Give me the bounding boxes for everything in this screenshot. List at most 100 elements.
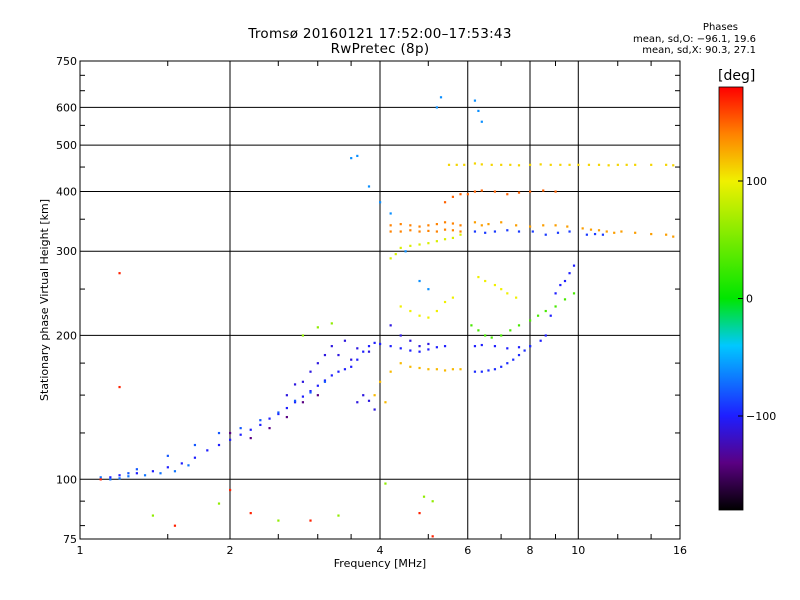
data-point	[500, 334, 503, 337]
data-point	[473, 190, 477, 193]
data-point	[427, 368, 430, 371]
data-point	[399, 230, 402, 233]
data-point	[459, 193, 462, 196]
data-point	[529, 345, 532, 348]
data-point	[435, 106, 438, 109]
data-point	[239, 427, 242, 430]
data-point	[409, 229, 412, 232]
colorbar-tick-label: 0	[746, 293, 753, 306]
data-point	[451, 236, 455, 240]
data-point	[127, 475, 130, 478]
data-point	[127, 472, 130, 475]
data-point	[484, 334, 487, 337]
data-point	[466, 193, 469, 196]
data-point	[418, 366, 421, 370]
data-point	[500, 365, 503, 368]
data-point	[118, 477, 121, 480]
x-tick-label: 4	[377, 544, 384, 557]
data-point	[506, 347, 509, 350]
data-point	[399, 347, 402, 350]
data-point	[577, 163, 580, 166]
data-point	[556, 231, 560, 234]
data-point	[389, 230, 392, 233]
y-axis-label: Stationary phase Virtual Height [km]	[38, 199, 51, 401]
data-point	[443, 300, 447, 304]
data-point	[389, 345, 392, 348]
data-point	[473, 370, 477, 373]
data-point	[323, 380, 327, 383]
y-tick-label: 400	[56, 185, 77, 198]
data-point	[665, 163, 668, 166]
data-point	[484, 231, 487, 234]
data-point	[362, 350, 365, 353]
y-tick-label: 75	[63, 533, 77, 546]
data-point	[337, 370, 340, 373]
data-point	[166, 454, 169, 457]
data-point	[259, 419, 262, 422]
data-point	[625, 163, 628, 166]
data-point	[563, 279, 567, 283]
y-tick-label: 500	[56, 139, 77, 152]
data-point	[506, 292, 509, 295]
data-point	[316, 326, 319, 329]
data-point	[559, 283, 562, 287]
data-point	[589, 228, 593, 231]
data-point	[389, 224, 392, 227]
data-point	[367, 185, 371, 188]
data-point	[316, 384, 319, 387]
data-point	[151, 470, 155, 473]
data-point	[480, 370, 483, 373]
data-point	[512, 358, 515, 361]
data-point	[173, 470, 177, 473]
plot-frame	[79, 60, 681, 540]
data-point	[480, 343, 483, 347]
data-point	[356, 401, 359, 404]
y-tick-label: 600	[56, 101, 77, 114]
data-point	[330, 345, 333, 348]
data-point	[337, 514, 340, 517]
data-point	[277, 412, 280, 416]
data-point	[515, 296, 518, 299]
data-point	[480, 120, 483, 123]
data-point	[443, 369, 447, 372]
data-point	[493, 230, 497, 233]
data-point	[404, 250, 407, 253]
data-point	[650, 232, 653, 236]
data-point	[193, 443, 197, 447]
data-point	[301, 395, 305, 398]
data-point	[367, 345, 371, 348]
data-point	[301, 380, 305, 383]
data-point	[217, 443, 221, 447]
data-point	[249, 512, 252, 515]
data-point	[151, 514, 155, 517]
data-point	[301, 401, 305, 404]
data-point	[367, 350, 371, 353]
data-point	[443, 238, 447, 241]
data-point	[373, 341, 376, 344]
data-point	[193, 456, 197, 459]
data-point	[249, 428, 252, 431]
data-point	[337, 353, 340, 357]
data-point	[484, 279, 487, 283]
data-point	[187, 464, 190, 467]
colorbar-tick-label: −100	[746, 410, 776, 423]
data-point	[180, 462, 183, 465]
data-point	[323, 353, 327, 357]
data-point	[427, 348, 430, 351]
data-point	[549, 163, 552, 166]
data-point	[493, 190, 497, 193]
data-point	[568, 163, 571, 166]
data-point	[399, 362, 402, 365]
data-point	[517, 191, 521, 194]
data-point	[443, 201, 447, 204]
data-point	[379, 342, 382, 346]
data-point	[293, 383, 297, 386]
data-point	[239, 433, 242, 436]
data-point	[229, 488, 232, 492]
x-tick-label: 8	[527, 544, 534, 557]
data-point	[517, 324, 521, 327]
data-point	[418, 350, 421, 353]
data-point	[613, 231, 616, 234]
data-point	[373, 408, 376, 411]
data-point	[427, 316, 430, 319]
